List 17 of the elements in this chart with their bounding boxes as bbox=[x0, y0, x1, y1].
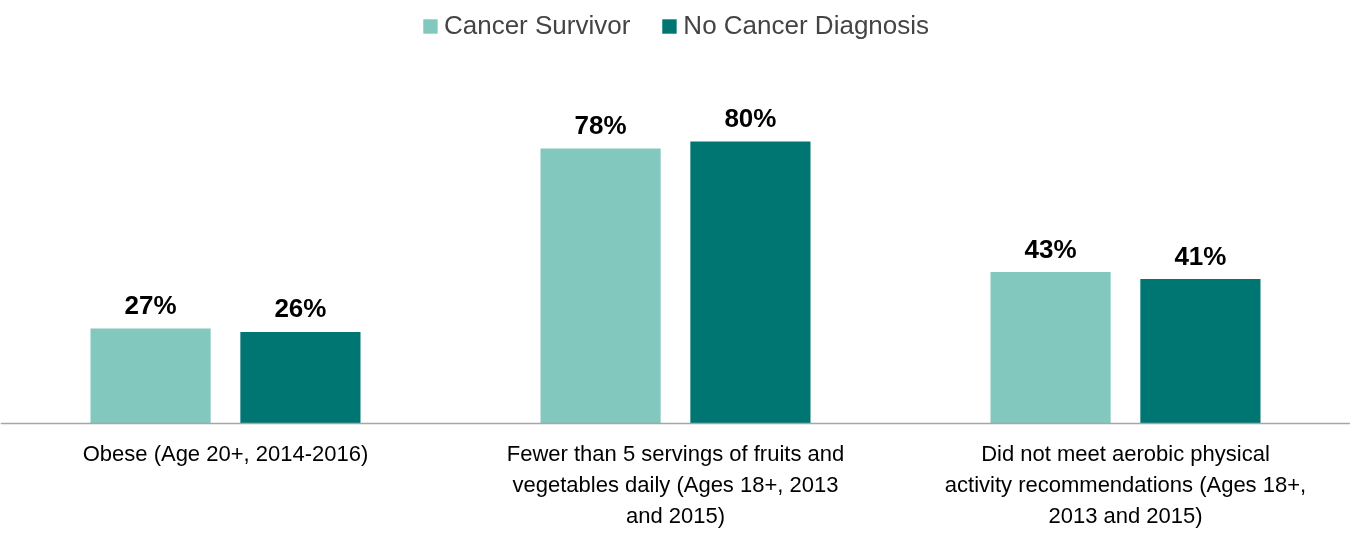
legend-label: No Cancer Diagnosis bbox=[683, 10, 930, 41]
legend-label: Cancer Survivor bbox=[443, 10, 631, 41]
data-label: 78% bbox=[574, 110, 627, 141]
x-tick-label: Did not meet aerobic physical activity recommendations (Ages 18+, 2013 and 2015) bbox=[944, 440, 1307, 528]
bar bbox=[540, 148, 661, 424]
data-label: 43% bbox=[1024, 233, 1077, 264]
data-label: 27% bbox=[124, 289, 177, 320]
bar bbox=[240, 331, 361, 424]
data-label: 80% bbox=[724, 103, 777, 134]
bar bbox=[90, 328, 211, 424]
bar bbox=[990, 271, 1111, 424]
x-tick-label: Fewer than 5 servings of fruits and vegetables daily (Ages 18+, 2013 and 2015) bbox=[506, 440, 845, 528]
bar bbox=[690, 141, 811, 424]
data-label: 26% bbox=[274, 293, 327, 324]
data-label: 41% bbox=[1174, 240, 1227, 271]
x-tick-label: Obese (Age 20+, 2014-2016) bbox=[82, 440, 369, 466]
bar bbox=[1140, 279, 1261, 424]
